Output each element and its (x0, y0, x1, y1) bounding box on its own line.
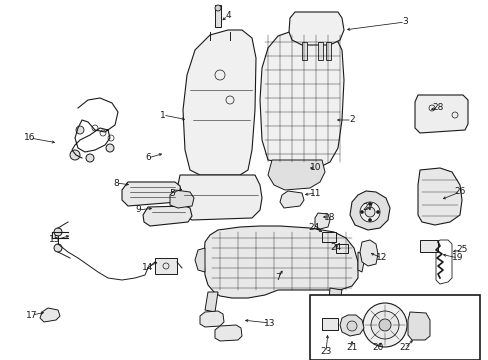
Text: 19: 19 (451, 253, 463, 262)
Polygon shape (122, 182, 182, 206)
Text: 10: 10 (309, 163, 321, 172)
Text: 7: 7 (275, 274, 280, 283)
Text: 27: 27 (362, 202, 373, 211)
Text: 6: 6 (145, 153, 151, 162)
Polygon shape (260, 30, 343, 168)
Text: 12: 12 (376, 253, 387, 262)
Text: 8: 8 (113, 179, 119, 188)
Bar (302, 42, 306, 60)
Text: 24: 24 (308, 224, 319, 233)
Text: 22: 22 (399, 343, 410, 352)
Text: 4: 4 (225, 12, 230, 21)
Polygon shape (204, 292, 218, 312)
Polygon shape (142, 206, 192, 226)
Bar (155, 258, 177, 274)
Text: 5: 5 (169, 189, 175, 198)
Bar (309, 295, 479, 360)
Text: 20: 20 (371, 343, 383, 352)
Circle shape (215, 5, 221, 11)
Text: 1: 1 (160, 111, 165, 120)
Bar (317, 42, 323, 60)
Text: 17: 17 (26, 310, 38, 320)
Text: 14: 14 (142, 262, 153, 271)
Polygon shape (349, 191, 389, 230)
Circle shape (106, 144, 114, 152)
Polygon shape (359, 240, 377, 266)
Polygon shape (314, 213, 329, 229)
Polygon shape (183, 30, 256, 175)
Circle shape (368, 202, 371, 206)
Text: 23: 23 (320, 347, 331, 356)
Polygon shape (203, 226, 357, 298)
Polygon shape (280, 191, 304, 208)
Polygon shape (200, 311, 224, 327)
Bar (419, 240, 437, 252)
Polygon shape (327, 288, 341, 312)
Circle shape (362, 303, 406, 347)
Text: 11: 11 (309, 189, 321, 198)
Bar (321, 318, 337, 330)
Circle shape (359, 202, 379, 222)
Polygon shape (357, 252, 363, 272)
Polygon shape (339, 315, 363, 336)
Polygon shape (178, 175, 262, 220)
Bar (215, 5, 221, 27)
Text: 15: 15 (49, 235, 61, 244)
Circle shape (378, 319, 390, 331)
Polygon shape (293, 163, 309, 185)
Circle shape (54, 228, 62, 236)
Circle shape (364, 207, 374, 217)
Polygon shape (288, 12, 343, 45)
Polygon shape (414, 95, 467, 133)
Bar (335, 244, 347, 253)
Polygon shape (267, 160, 325, 190)
Bar (321, 232, 335, 242)
Text: 16: 16 (24, 134, 36, 143)
Polygon shape (215, 325, 242, 341)
Circle shape (225, 96, 234, 104)
Text: 24: 24 (330, 243, 341, 252)
Text: 2: 2 (348, 116, 354, 125)
Circle shape (86, 154, 94, 162)
Polygon shape (417, 168, 461, 225)
Circle shape (376, 211, 379, 213)
Text: 3: 3 (401, 18, 407, 27)
Circle shape (70, 150, 80, 160)
Text: 25: 25 (455, 246, 467, 255)
Text: 13: 13 (264, 319, 275, 328)
Circle shape (360, 211, 363, 213)
Text: 28: 28 (431, 104, 443, 112)
Bar (325, 42, 330, 60)
Text: 21: 21 (346, 343, 357, 352)
Circle shape (54, 244, 62, 252)
Polygon shape (407, 312, 429, 340)
Text: 26: 26 (453, 188, 465, 197)
Circle shape (370, 311, 398, 339)
Polygon shape (195, 248, 204, 272)
Text: 9: 9 (135, 206, 141, 215)
Circle shape (215, 70, 224, 80)
Circle shape (346, 321, 356, 331)
Polygon shape (40, 308, 60, 322)
Text: 18: 18 (324, 212, 335, 221)
Circle shape (368, 219, 371, 221)
Polygon shape (170, 190, 194, 208)
Circle shape (76, 126, 84, 134)
